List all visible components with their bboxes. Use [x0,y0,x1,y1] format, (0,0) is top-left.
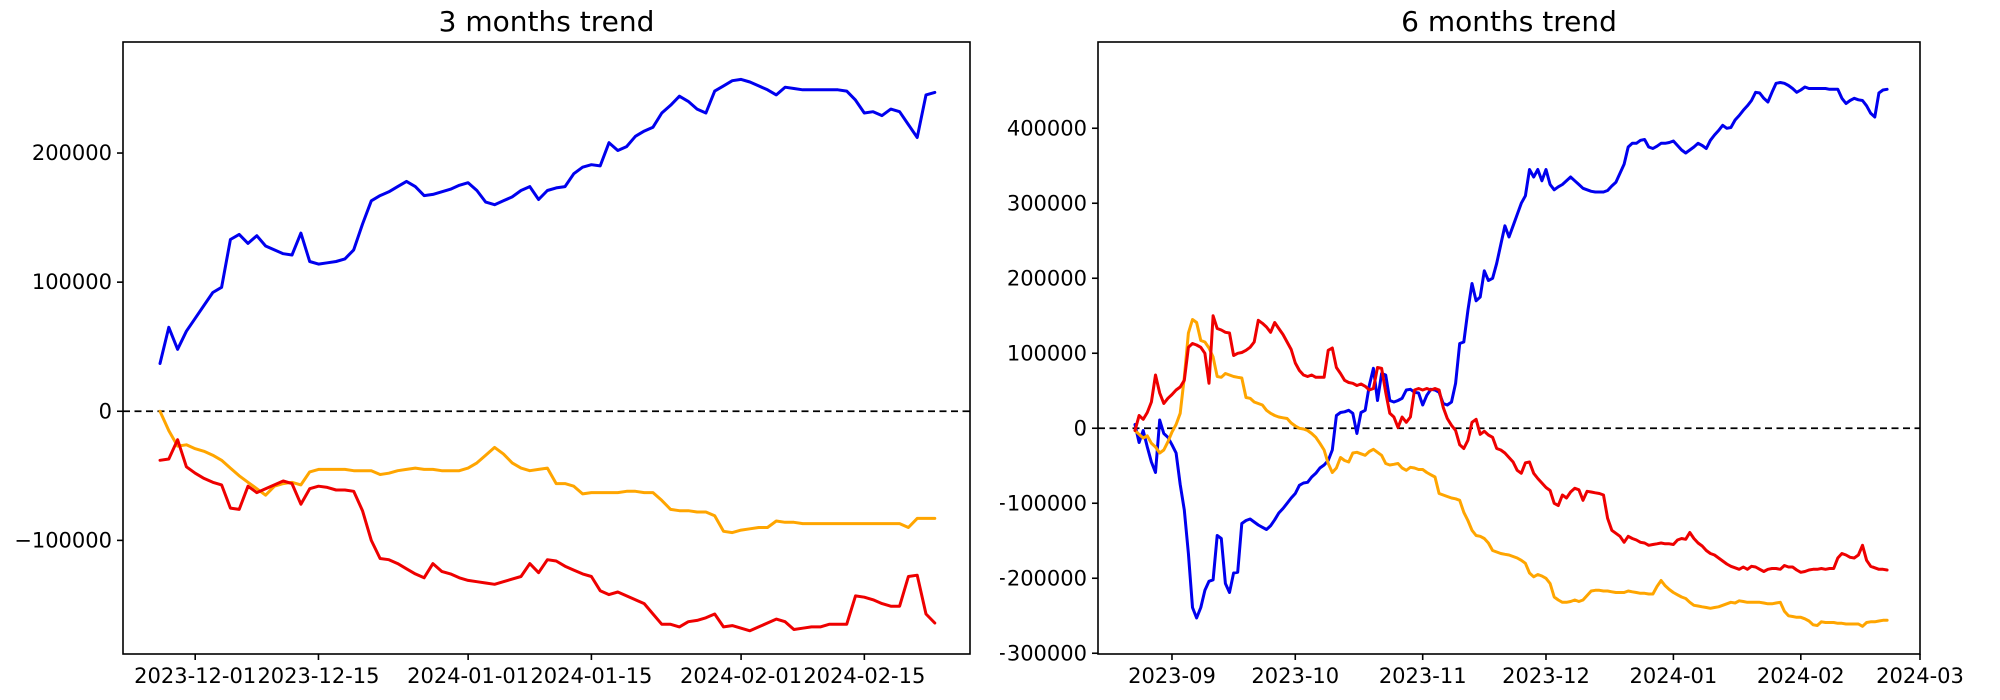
chart-title-3-months: 3 months trend [438,5,655,38]
y-tick-label: 400000 [1007,116,1087,140]
y-tick-label: −300000 [1000,641,1087,665]
y-tick-label: −200000 [1000,566,1087,590]
y-tick-label: −100000 [1000,491,1087,515]
x-tick-label: 2024-02-15 [803,664,925,688]
x-tick-label: 2024-02-01 [680,664,802,688]
y-tick-label: 0 [99,399,112,423]
x-tick-label: 2024-01 [1630,664,1718,688]
series-line-blue [158,77,937,365]
x-tick-label: 2023-12 [1502,664,1590,688]
x-tick-label: 2024-01-15 [530,664,652,688]
y-tick-label: 100000 [1007,341,1087,365]
x-tick-label: 2024-01-01 [407,664,529,688]
x-tick-label: 2024-03 [1876,664,1964,688]
plot-border [1097,41,1921,655]
plot-area-3-months: 2023-12-01 2023-12-15 2024-01-01 2024-01-15… [14,41,971,688]
x-tick-label: 2023-12-01 [134,664,256,688]
y-tick-label: 300000 [1007,191,1087,215]
series-line-orange [1133,318,1889,628]
series-line-orange [158,409,937,535]
plot-area-6-months: 2023-09 2023-10 2023-11 2023-12 2024-01 2024-… [1000,41,1964,688]
x-tick-label: 2023-10 [1251,664,1339,688]
y-tick-label: 200000 [1007,266,1087,290]
series-line-red [1133,314,1889,574]
x-tick-label: 2023-12-15 [257,664,379,688]
chart-title-6-months: 6 months trend [1401,5,1617,38]
series-line-blue [1133,81,1889,620]
x-tick-label: 2024-02 [1757,664,1845,688]
series-line-red [158,438,937,633]
y-tick-label: −100000 [14,528,112,552]
chart-6-months-trend: 6 months trend 2023-09 2023-10 2023-11 2023… [1000,0,2000,700]
y-tick-label: 0 [1074,416,1087,440]
y-tick-label: 200000 [32,141,112,165]
x-tick-label: 2023-09 [1128,664,1216,688]
y-tick-label: 100000 [32,270,112,294]
chart-3-months-trend: 3 months trend 2023-12-01 2023-12-15 2024-… [14,5,971,688]
plot-border [122,41,971,655]
x-tick-label: 2023-11 [1379,664,1467,688]
